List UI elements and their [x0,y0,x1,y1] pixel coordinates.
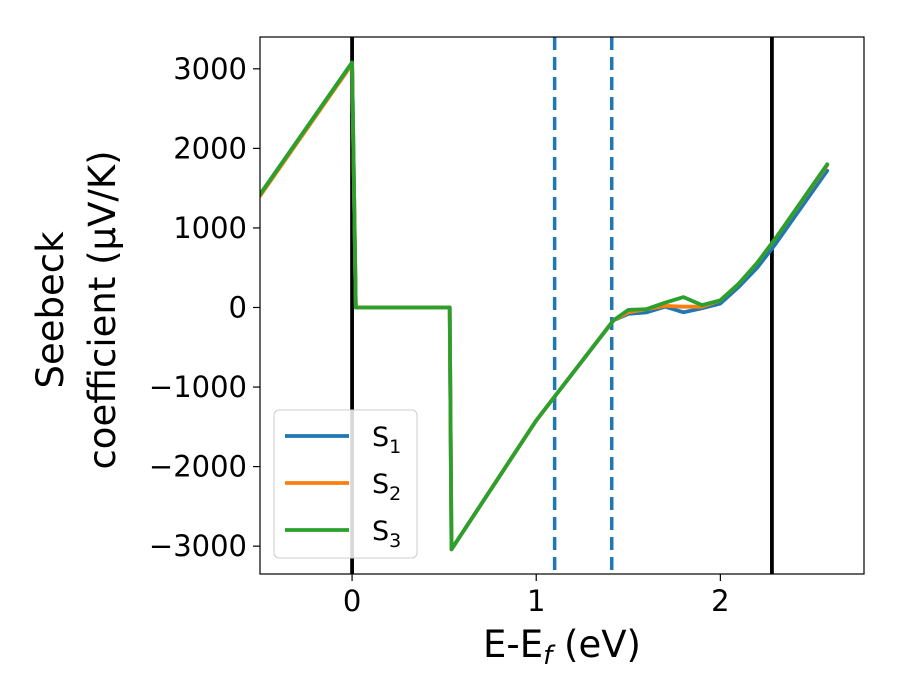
x-tick-label: 0 [343,584,361,618]
y-tick-label: −2000 [149,450,247,484]
legend: S1 S2 S3 [273,409,418,559]
x-tick-label: 1 [527,584,545,618]
legend-label-s1: S1 [372,422,401,458]
y-tick-label: 1000 [173,211,247,245]
x-tick-label: 2 [711,584,729,618]
x-axis-title: E-Ef (eV) [483,623,641,671]
y-axis-title-line1: Seebeck [29,231,72,389]
series-line-s3 [260,60,830,552]
y-tick-label: 2000 [173,131,247,165]
legend-label-s3: S3 [372,516,401,552]
y-tick-label: 0 [229,290,247,324]
y-axis-ticks: 3000 2000 1000 0 −1000 −2000 −3000 [149,52,260,563]
y-axis-title-line2: coefficient (μV/K) [81,150,124,469]
series-lines [260,60,830,552]
legend-label-s2: S2 [372,469,401,505]
y-tick-label: −1000 [149,370,247,404]
y-tick-label: −3000 [149,529,247,563]
plot-frame [259,36,865,575]
y-axis-title: Seebeck coefficient (μV/K) [29,150,124,469]
y-tick-label: 3000 [173,52,247,86]
x-axis-ticks: 0 1 2 [343,574,730,618]
